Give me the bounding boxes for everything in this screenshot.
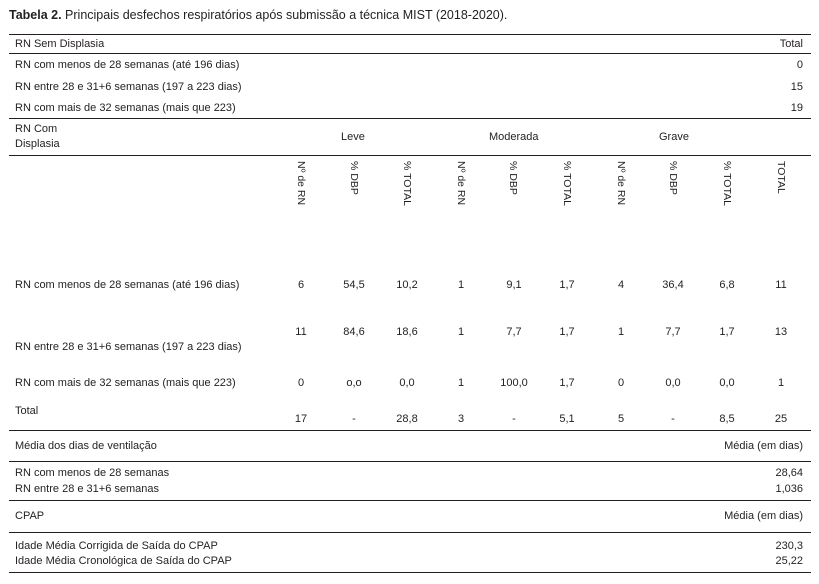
rule (9, 500, 811, 501)
table-caption: Tabela 2. Principais desfechos respirató… (9, 8, 507, 22)
table-cell: - (352, 413, 356, 425)
table-cell: 28,8 (396, 413, 418, 425)
section-header-com-displasia-line2: Displasia (15, 138, 60, 150)
table-row-label: RN com mais de 32 semanas (mais que 223) (15, 377, 236, 389)
table-cell: 0 (617, 377, 625, 389)
table-cell: 13 (774, 326, 788, 338)
column-header: % DBP (507, 161, 519, 195)
table-cell: 0 (297, 377, 305, 389)
unit-header: Média (em dias) (724, 510, 803, 522)
column-header: Nº de RN (455, 161, 467, 206)
rule (9, 34, 811, 35)
table-cell: 10,2 (396, 279, 418, 291)
table-row-label: Idade Média Corrigida de Saída do CPAP (15, 540, 218, 552)
column-header: % TOTAL (561, 161, 573, 206)
table-cell: 9,1 (506, 279, 522, 291)
table-row-label: RN com menos de 28 semanas (15, 467, 170, 479)
table-cell: 11 (775, 279, 787, 291)
table-row-label: RN entre 28 e 31+6 semanas (197 a 223 di… (15, 81, 242, 93)
column-header: % DBP (667, 161, 679, 195)
table-cell: 5 (617, 413, 625, 425)
table-cell: 1,036 (775, 483, 803, 495)
table-cell: 5,1 (559, 413, 575, 425)
table-cell: 0,0 (719, 377, 735, 389)
table-cell: 0,0 (665, 377, 681, 389)
group-header-moderada: Moderada (489, 131, 539, 143)
section-header-com-displasia-line1: RN Com (15, 123, 58, 135)
table-cell: 28,64 (775, 467, 803, 479)
table-cell: o,o (346, 377, 362, 389)
table-cell: 230,3 (775, 540, 803, 552)
table-row-label: RN com menos de 28 semanas (até 196 dias… (15, 279, 240, 291)
table-cell: 4 (617, 279, 625, 291)
table-cell: 1,7 (719, 326, 735, 338)
table-cell: 84,6 (343, 326, 365, 338)
table-cell: 8,5 (719, 413, 735, 425)
table-cell: 54,5 (343, 279, 365, 291)
table-cell: 6 (297, 279, 305, 291)
table-cell: 6,8 (719, 279, 735, 291)
table-cell: 1 (617, 326, 625, 338)
table-row-label: Idade Média Cronológica de Saída do CPAP (15, 555, 232, 567)
table-cell: - (671, 413, 675, 425)
table-cell: 1,7 (559, 326, 575, 338)
table-row-label: RN entre 28 e 31+6 semanas (197 a 223 di… (15, 341, 242, 353)
section-header-cpap: CPAP (15, 510, 45, 522)
rule (9, 118, 811, 119)
column-header: Nº de RN (615, 161, 627, 206)
column-header: TOTAL (775, 161, 787, 194)
table-cell: 0 (796, 59, 803, 71)
table-cell: 1 (457, 279, 465, 291)
unit-header: Média (em dias) (724, 440, 803, 452)
table-cell: 18,6 (396, 326, 418, 338)
table-cell: - (512, 413, 516, 425)
table-cell: 1 (457, 326, 465, 338)
table-row-label: RN com mais de 32 semanas (mais que 223) (15, 102, 236, 114)
table-cell: 1,7 (559, 377, 575, 389)
table-cell: 0,0 (399, 377, 415, 389)
column-header: % TOTAL (401, 161, 413, 206)
rule (9, 572, 811, 573)
table-cell: 25,22 (775, 555, 803, 567)
caption-text: Principais desfechos respiratórios após … (61, 8, 508, 22)
table-cell: 1 (457, 377, 465, 389)
rule (9, 461, 811, 462)
caption-label: Tabela 2. (9, 8, 62, 22)
table-cell: 36,4 (662, 279, 684, 291)
column-header: % TOTAL (721, 161, 733, 206)
table-cell: 11 (295, 326, 307, 338)
group-header-leve: Leve (341, 131, 365, 143)
table-cell: 7,7 (665, 326, 681, 338)
table-row-label: RN com menos de 28 semanas (até 196 dias… (15, 59, 240, 71)
column-header: % DBP (348, 161, 360, 195)
table-row-label-total: Total (15, 405, 39, 417)
rule (9, 532, 811, 533)
section-header-sem-displasia: RN Sem Displasia (15, 38, 105, 50)
table-cell: 100,0 (500, 377, 528, 389)
total-header: Total (779, 38, 803, 50)
table-cell: 7,7 (506, 326, 522, 338)
table-cell: 1 (777, 377, 785, 389)
table-cell: 19 (790, 102, 803, 114)
rule (9, 53, 811, 54)
section-header-ventilacao: Média dos dias de ventilação (15, 440, 157, 452)
table-cell: 3 (457, 413, 465, 425)
rule (9, 430, 811, 431)
group-header-grave: Grave (659, 131, 689, 143)
table-row-label: RN entre 28 e 31+6 semanas (15, 483, 160, 495)
table-cell: 25 (774, 413, 788, 425)
table-cell: 17 (294, 413, 308, 425)
table-cell: 15 (790, 81, 803, 93)
rule (9, 155, 811, 156)
table-cell: 1,7 (559, 279, 575, 291)
column-header: Nº de RN (295, 161, 307, 206)
